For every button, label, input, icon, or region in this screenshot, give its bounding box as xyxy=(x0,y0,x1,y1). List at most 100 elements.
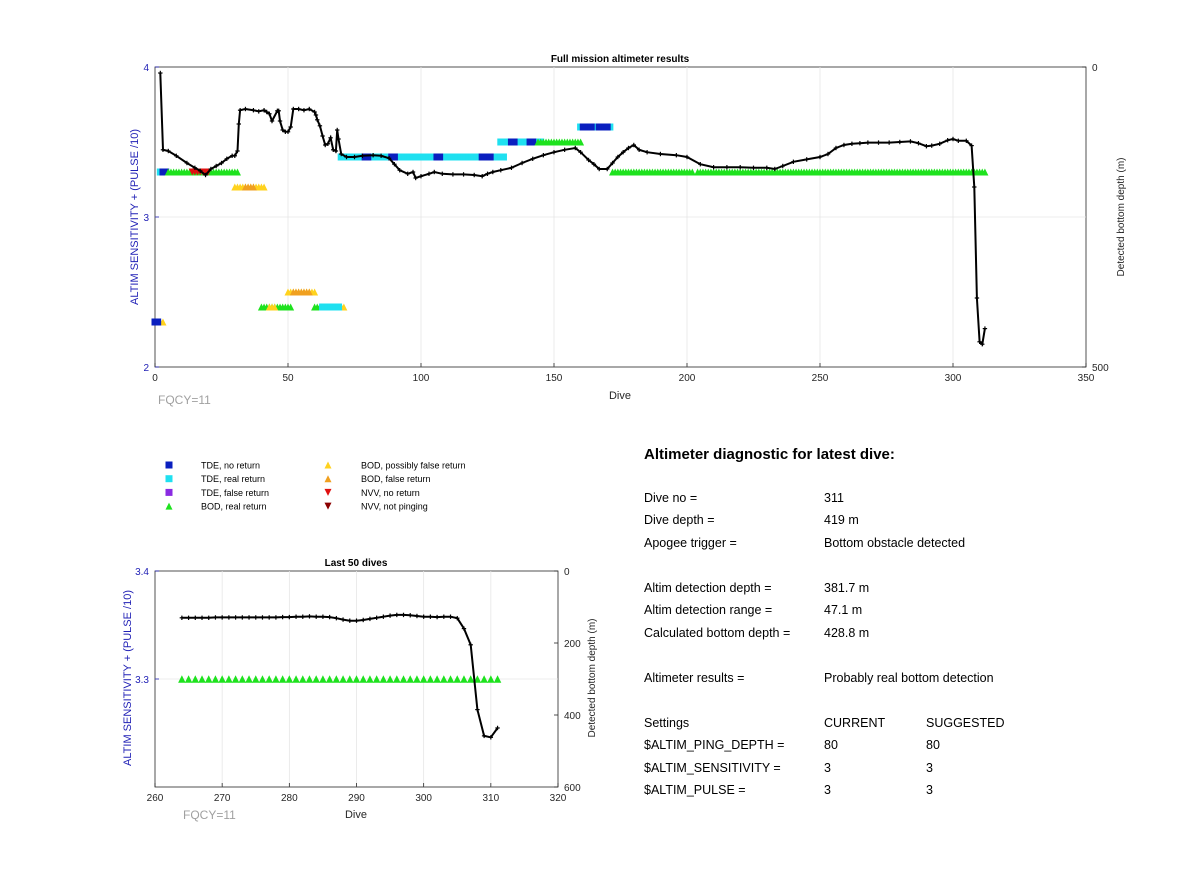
bod-real-return-marker xyxy=(577,138,585,146)
bottom-fqcy-label: FQCY=11 xyxy=(183,808,236,822)
depth-point xyxy=(472,172,477,178)
depth-point xyxy=(361,617,366,623)
depth-point xyxy=(327,614,332,620)
x-tick-label: 320 xyxy=(550,793,567,804)
x-tick-label: 0 xyxy=(152,373,158,384)
depth-point xyxy=(307,106,312,112)
depth-point xyxy=(414,613,420,619)
top-fqcy-label: FQCY=11 xyxy=(158,393,211,407)
depth-point xyxy=(945,138,950,143)
depth-point xyxy=(300,614,305,619)
depth-point xyxy=(243,106,248,112)
tde-no-return-marker xyxy=(390,153,398,161)
depth-point xyxy=(253,615,258,620)
setting-row: $ALTIM_PULSE = 3 3 xyxy=(644,783,1164,806)
detection-range-row: Altim detection range = 47.1 m xyxy=(644,603,1164,626)
depth-point xyxy=(276,108,281,113)
depth-point xyxy=(586,157,591,163)
depth-point xyxy=(344,154,349,160)
depth-point xyxy=(849,141,855,146)
bod-real-return-marker xyxy=(339,675,347,683)
depth-point xyxy=(386,156,392,161)
bod-real-return-marker xyxy=(233,168,241,176)
bod-real-return-marker xyxy=(379,675,388,683)
bod-real-return-marker xyxy=(238,675,247,683)
depth-point xyxy=(314,614,319,619)
depth-point xyxy=(631,142,636,148)
depth-point xyxy=(450,172,456,177)
depth-point xyxy=(291,106,296,112)
top-plot-grid xyxy=(155,67,1086,367)
bottom-depth-line xyxy=(179,612,500,740)
depth-point xyxy=(972,184,977,190)
bod-real-return-marker xyxy=(981,168,989,176)
depth-point xyxy=(179,615,185,620)
depth-point xyxy=(261,108,267,113)
setting-name: $ALTIM_PING_DEPTH = xyxy=(644,738,785,752)
depth-point xyxy=(573,145,578,151)
depth-point xyxy=(605,166,610,172)
depth-point xyxy=(636,147,642,152)
depth-point xyxy=(213,615,218,620)
depth-point xyxy=(738,165,743,170)
top-plot-marks xyxy=(151,123,989,326)
depth-point xyxy=(413,175,418,181)
bod-real-return-marker xyxy=(346,675,354,683)
altimeter-results-label: Altimeter results = xyxy=(644,670,745,685)
depth-point xyxy=(192,165,198,170)
setting-name: $ALTIM_PULSE = xyxy=(644,783,746,797)
depth-point xyxy=(481,733,487,739)
x-tick-label: 290 xyxy=(348,793,365,804)
depth-point xyxy=(219,160,224,166)
bottom-y-axis-label: ALTIM SENSITIVITY + (PULSE /10) xyxy=(122,590,134,766)
depth-point xyxy=(485,171,490,176)
legend-label: TDE, false return xyxy=(201,488,269,498)
bod-real-return-marker xyxy=(225,675,233,683)
depth-point xyxy=(626,145,631,151)
depth-point xyxy=(203,172,208,178)
depth-point xyxy=(791,159,796,164)
top-depth-line xyxy=(158,70,988,347)
x-tick-label: 280 xyxy=(281,793,298,804)
y2-tick-label: 200 xyxy=(564,639,581,650)
bod-real-return-marker xyxy=(487,675,495,683)
legend-item: TDE, no return xyxy=(165,461,260,471)
depth-point xyxy=(360,153,365,158)
bod-real-return-marker xyxy=(218,675,226,683)
bod-real-return-legend-icon xyxy=(165,502,173,510)
depth-point xyxy=(269,118,275,124)
bod-real-return-marker xyxy=(460,675,468,683)
legend-label: BOD, possibly false return xyxy=(361,461,466,471)
depth-point xyxy=(908,139,913,144)
legend-label: BOD, false return xyxy=(361,474,431,484)
bod-real-return-marker xyxy=(446,675,455,683)
depth-point xyxy=(160,147,166,152)
depth-point xyxy=(711,165,716,170)
legend-label: TDE, real return xyxy=(201,474,265,484)
tde-real-return-marker xyxy=(499,153,507,161)
x-tick-label: 50 xyxy=(282,373,294,384)
bottom-depth-label: Calculated bottom depth = xyxy=(644,625,791,640)
depth-point xyxy=(924,144,929,149)
depth-point xyxy=(333,148,339,154)
depth-point xyxy=(387,613,393,618)
depth-point xyxy=(615,154,621,160)
settings-header: Settings xyxy=(644,715,690,730)
legend-item: NVV, no return xyxy=(324,488,420,498)
bod-real-return-marker xyxy=(332,675,341,683)
depth-point xyxy=(751,165,756,170)
depth-point xyxy=(206,615,211,620)
depth-point xyxy=(293,614,299,619)
x-tick-label: 300 xyxy=(415,793,432,804)
depth-point xyxy=(199,615,205,620)
depth-point xyxy=(213,163,219,169)
depth-point xyxy=(495,725,500,731)
depth-point xyxy=(475,707,480,712)
depth-point xyxy=(408,613,413,618)
depth-point xyxy=(468,642,473,647)
setting-row: $ALTIM_PING_DEPTH = 80 80 xyxy=(644,738,1164,761)
depth-point xyxy=(519,160,525,166)
x-tick-label: 310 xyxy=(482,793,499,804)
dive-no-value: 311 xyxy=(824,490,844,505)
x-tick-label: 150 xyxy=(546,373,563,384)
